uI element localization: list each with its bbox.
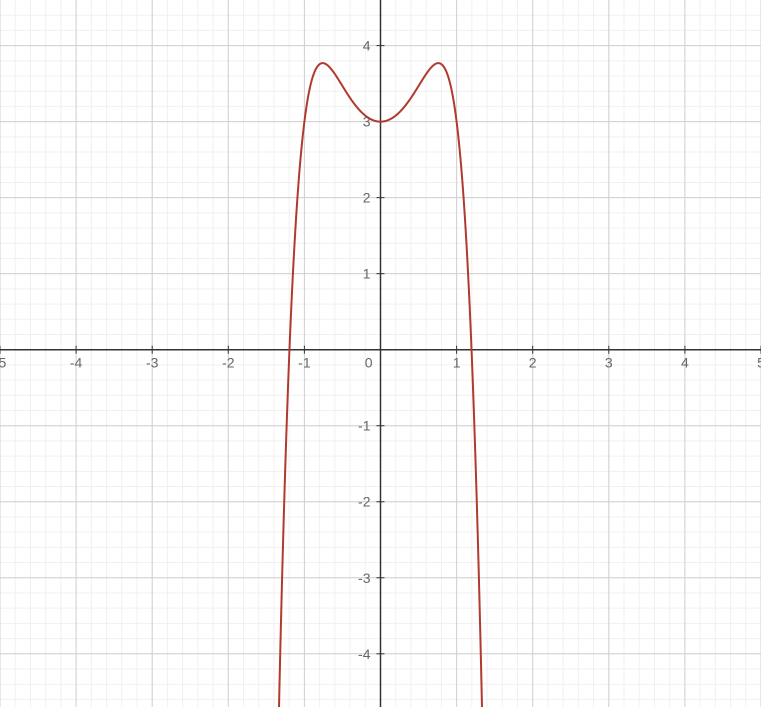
x-axis-label: 5 xyxy=(757,355,761,371)
x-axis-label: 2 xyxy=(529,355,537,371)
y-axis-label: -4 xyxy=(358,646,371,662)
x-axis-label: 4 xyxy=(681,355,689,371)
x-axis-label: -5 xyxy=(0,355,6,371)
y-axis-label: -2 xyxy=(358,494,371,510)
x-axis-label: -1 xyxy=(298,355,311,371)
x-axis-label: -4 xyxy=(70,355,83,371)
x-axis-label: 1 xyxy=(453,355,461,371)
x-axis-label: 3 xyxy=(605,355,613,371)
y-axis-label: 2 xyxy=(363,190,371,206)
y-axis-label: -1 xyxy=(358,418,371,434)
y-axis-label: 4 xyxy=(363,38,371,54)
y-axis-label: -3 xyxy=(358,570,371,586)
x-axis-label: -3 xyxy=(146,355,159,371)
x-axis-label: -2 xyxy=(222,355,235,371)
origin-label: 0 xyxy=(365,355,373,371)
plot-svg: -5-4-3-2-1123450-4-3-2-11234 xyxy=(0,0,761,707)
y-axis-label: 1 xyxy=(363,266,371,282)
chart-container: -5-4-3-2-1123450-4-3-2-11234 xyxy=(0,0,761,707)
